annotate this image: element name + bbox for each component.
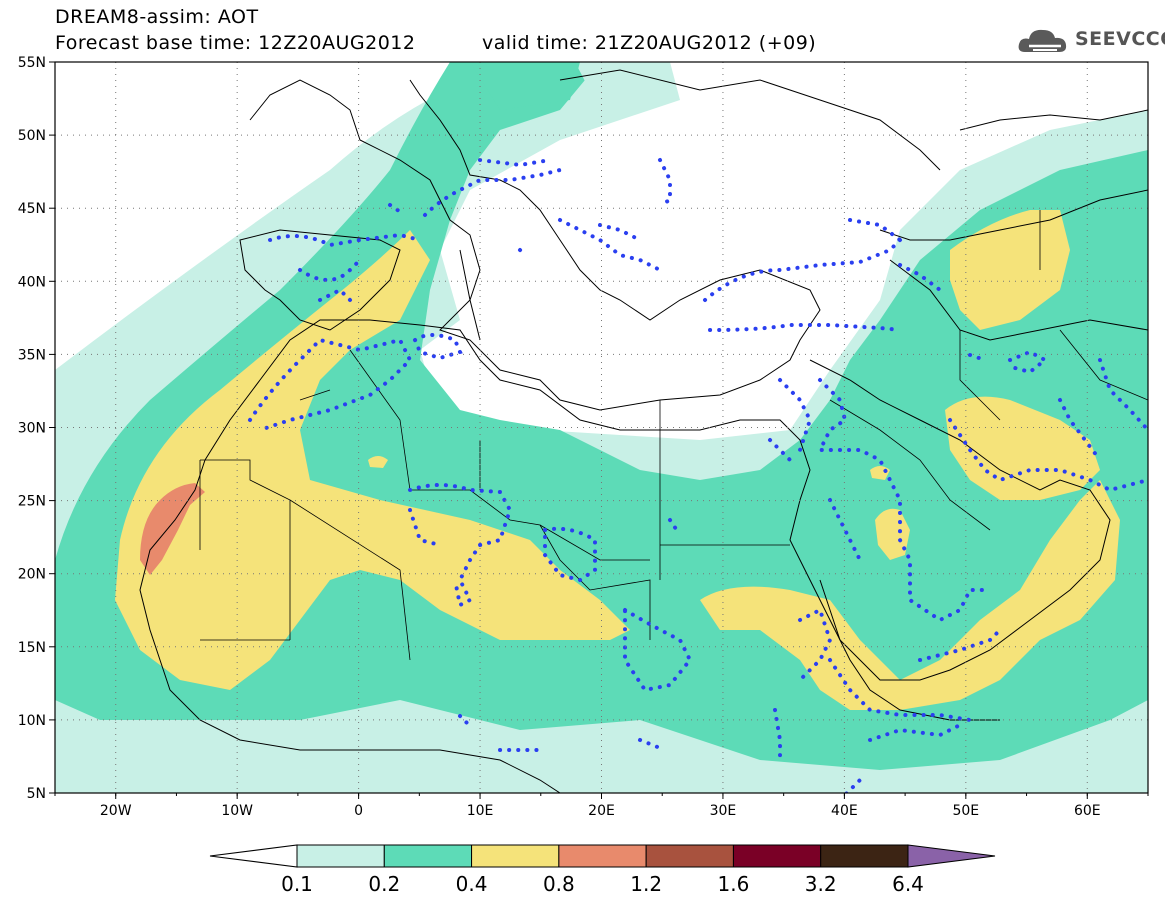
colorbar-segment (645, 844, 734, 868)
aot-contour-0-8 (140, 483, 205, 575)
colorbar-label: 1.6 (717, 872, 750, 896)
lat-tick-label: 45N (18, 201, 46, 217)
lat-tick-label: 10N (18, 713, 46, 729)
latitude-labels: 55N 50N 45N 40N 35N 30N 25N 20N 15N 10N 5N (18, 55, 46, 802)
graticule (55, 62, 1148, 793)
lat-tick-label: 15N (18, 640, 46, 656)
aot-dotted-contours (248, 158, 1148, 793)
map-plot-area (55, 62, 1148, 793)
colorbar-label: 0.8 (542, 872, 575, 896)
colorbar-label: 0.4 (455, 872, 488, 896)
colorbar-segment (296, 844, 385, 868)
lon-tick-label: 30E (710, 803, 737, 819)
colorbar-segment (732, 844, 822, 868)
lon-tick-label: 10W (221, 803, 253, 819)
colorbar-high-arrow (907, 844, 996, 868)
colorbar-segment (558, 844, 647, 868)
logo-text: SEEVCCC (1075, 28, 1165, 50)
longitude-labels: 20W 10W 0 10E 20E 30E 40E 50E 60E (100, 803, 1101, 819)
lat-tick-label: 5N (27, 786, 46, 802)
lat-tick-label: 50N (18, 128, 46, 144)
lat-tick-label: 55N (18, 55, 46, 71)
lat-tick-label: 40N (18, 274, 46, 290)
axis-ticks (49, 61, 1149, 799)
lon-tick-label: 10E (467, 803, 494, 819)
colorbar-label: 6.4 (892, 872, 924, 896)
colorbar-segment (383, 844, 473, 868)
lat-tick-label: 35N (18, 347, 46, 363)
colorbar-label: 0.1 (281, 872, 313, 896)
colorbar-label: 0.2 (368, 872, 401, 896)
colorbar-segment (820, 844, 909, 868)
lon-tick-label: 60E (1074, 803, 1101, 819)
coastlines (139, 69, 1148, 793)
lat-tick-label: 20N (18, 567, 46, 583)
forecast-base-time: Forecast base time: 12Z20AUG2012 (55, 32, 416, 54)
colorbar-segment (471, 844, 560, 868)
lon-tick-label: 0 (354, 803, 363, 819)
colorbar-low-arrow (209, 844, 298, 868)
colorbar (209, 844, 996, 868)
lon-tick-label: 40E (831, 803, 858, 819)
colorbar-label: 3.2 (804, 872, 837, 896)
cloud-icon (1018, 29, 1067, 52)
lon-tick-label: 20W (100, 803, 132, 819)
lat-tick-label: 25N (18, 494, 46, 510)
lat-tick-label: 30N (18, 421, 46, 437)
aot-contour-0-4 (115, 210, 1120, 710)
lon-tick-label: 50E (952, 803, 979, 819)
colorbar-label: 1.2 (630, 872, 663, 896)
seevccc-logo: SEEVCCC (1017, 24, 1165, 60)
valid-time: valid time: 21Z20AUG2012 (+09) (482, 32, 817, 54)
lon-tick-label: 20E (588, 803, 615, 819)
map-title: DREAM8-assim: AOT (55, 6, 259, 28)
country-borders (199, 210, 1148, 661)
